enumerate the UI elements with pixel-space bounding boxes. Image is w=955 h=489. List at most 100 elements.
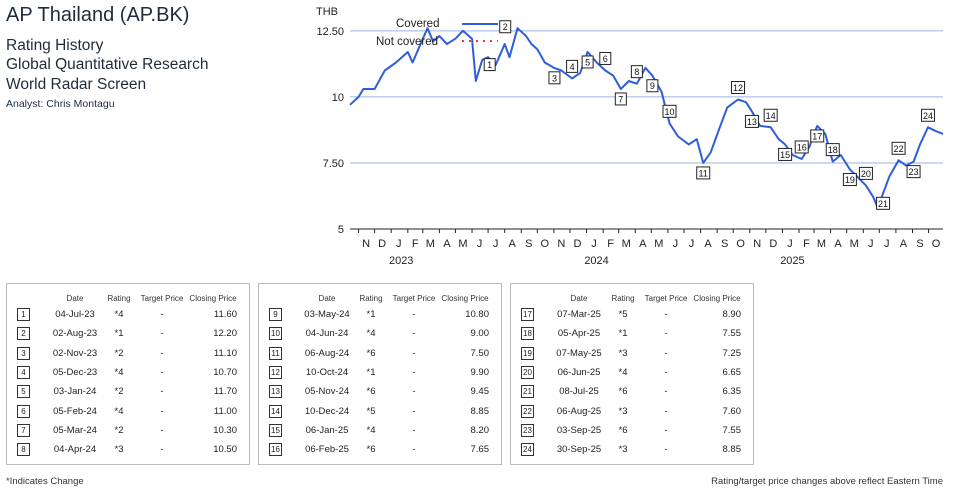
rating-marker-box [921,108,936,122]
rating-marker-box [744,114,759,128]
x-tick-label: N [753,238,761,250]
row-target-price: - [412,347,416,359]
row-number: 13 [269,385,282,399]
table-row: 16 06-Feb-25 *6 - 7.65 [259,442,501,461]
row-number: 10 [269,327,282,341]
row-number: 12 [269,365,282,379]
row-rating: *3 [618,444,628,456]
row-number: 21 [521,385,534,399]
header-date: Date [570,294,588,303]
rating-marker-label: 13 [747,117,757,127]
row-target-price: - [664,386,668,398]
row-target-price: - [664,347,668,359]
rating-marker-label: 14 [766,111,776,121]
row-target-price: - [160,309,164,320]
header-rating: Rating [611,294,635,303]
table-row: 5 03-Jan-24 *2 - 11.70 [7,384,249,403]
x-tick-label: A [834,238,842,250]
y-tick-label: 12.50 [316,26,344,38]
x-tick-label: M [850,238,859,250]
table-row: 1 04-Jul-23 *4 - 11.60 [7,307,249,326]
x-tick-label: J [689,238,695,250]
x-tick-label: S [721,238,728,250]
row-date: 04-Jun-24 [305,328,349,340]
x-tick-label: S [916,238,923,250]
row-date: 10-Oct-24 [305,366,349,378]
row-date: 05-Apr-25 [557,328,601,340]
row-number: 24 [521,443,534,457]
row-closing-price: 7.50 [470,347,490,359]
x-tick-label: S [525,238,532,250]
row-target-price: - [412,444,416,456]
row-target-price: - [160,328,164,340]
rating-marker-label: 5 [585,57,590,67]
row-date: 06-Aug-25 [556,405,602,417]
row-rating: *3 [618,405,628,417]
row-date: 10-Dec-24 [304,405,350,417]
legend-label-not-covered: Not covered [376,36,438,48]
y-tick-label: 7.50 [323,158,344,170]
row-target-price: - [160,386,164,398]
row-closing-price: 7.55 [722,328,742,340]
row-date: 04-Apr-24 [53,444,97,456]
row-closing-price: 7.60 [722,405,742,417]
rating-marker-label: 20 [861,169,871,179]
row-number: 18 [521,327,534,341]
table-row: 12 10-Oct-24 *1 - 9.90 [259,365,501,384]
row-target-price: - [160,424,164,436]
row-rating: *4 [114,309,124,320]
row-number: 8 [17,443,30,457]
x-tick-label: J [493,238,499,250]
row-closing-price: 10.70 [213,366,237,378]
row-closing-price: 8.90 [722,309,742,320]
row-rating: *1 [114,328,124,340]
row-target-price: - [160,366,164,378]
row-closing-price: 10.30 [213,424,237,436]
table-row: 18 05-Apr-25 *1 - 7.55 [511,326,753,345]
rating-table-1: Date Rating Target Price Closing Price 1 04-J… [6,283,250,465]
table-row: 20 06-Jun-25 *4 - 6.65 [511,365,753,384]
footnote-time: Rating/target price changes above reflec… [711,476,943,487]
rating-marker-box [566,59,579,73]
table-row: 4 05-Dec-23 *4 - 10.70 [7,365,249,384]
row-closing-price: 11.00 [213,405,237,417]
analyst-name: Analyst: Chris Montagu [6,98,115,110]
table-row: 24 30-Sep-25 *3 - 8.85 [511,442,753,461]
row-rating: *4 [366,424,376,436]
row-date: 05-Feb-24 [53,405,97,417]
series-line-covered [349,27,944,209]
x-tick-label: O [541,238,550,250]
x-tick-label: F [803,238,810,250]
table-row: 2 02-Aug-23 *1 - 12.20 [7,326,249,345]
x-tick-label: J [673,238,679,250]
rating-marker-box [483,58,496,72]
x-tick-label: M [622,238,631,250]
row-number: 3 [17,346,30,360]
row-date: 03-Sep-25 [556,424,602,436]
company-title: AP Thailand (AP.BK) [6,4,190,26]
rating-marker-label: 21 [878,199,888,209]
rating-marker-label: 16 [797,142,807,152]
row-date: 07-Mar-25 [557,309,601,320]
row-target-price: - [412,405,416,417]
row-number: 5 [17,385,30,399]
rating-marker-label: 1 [487,60,492,70]
rating-marker-label: 6 [603,54,608,64]
rating-marker-box [876,196,891,210]
row-closing-price: 11.70 [213,386,237,398]
rating-marker-label: 9 [650,81,655,91]
row-date: 04-Jul-23 [55,309,95,320]
x-tick-label: D [769,238,777,250]
row-date: 02-Nov-23 [52,347,98,359]
row-number: 23 [521,423,534,437]
table-row: 7 05-Mar-24 *2 - 10.30 [7,423,249,442]
row-closing-price: 11.60 [213,309,237,320]
rating-marker-box [548,71,561,85]
y-axis-label: THB [316,6,338,18]
row-closing-price: 10.50 [213,444,237,456]
row-rating: *2 [114,386,124,398]
row-closing-price: 9.00 [470,328,490,340]
row-rating: *3 [618,347,628,359]
x-tick-label: O [932,238,941,250]
rating-marker-box [763,108,778,122]
